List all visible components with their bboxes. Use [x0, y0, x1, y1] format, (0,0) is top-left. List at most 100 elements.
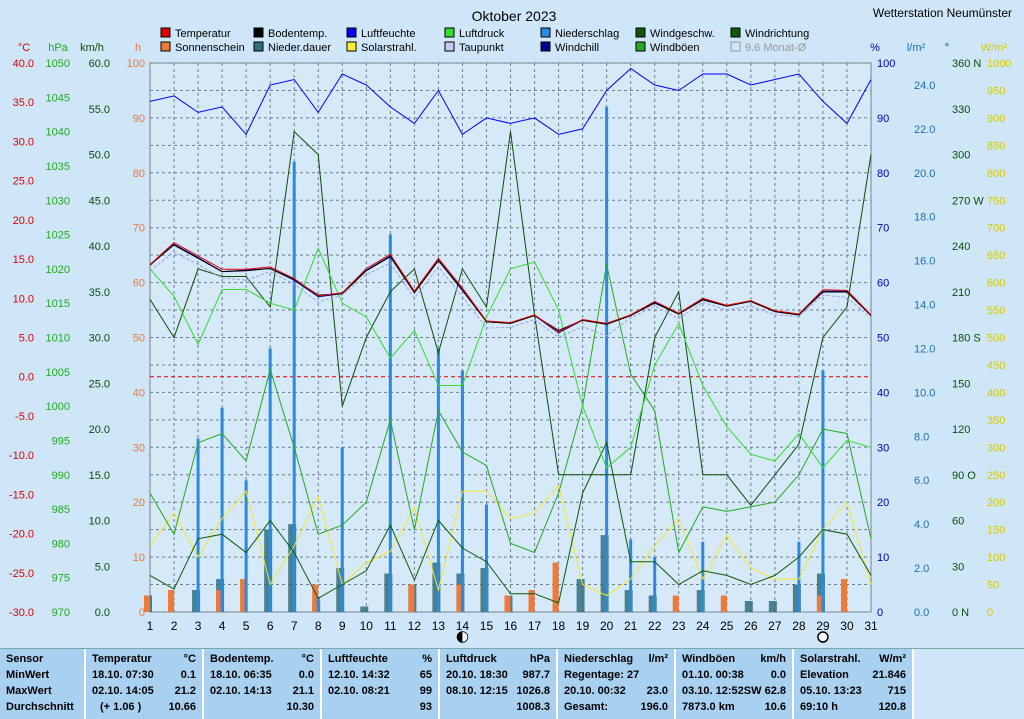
wind-tick-label: 40.0 [89, 241, 110, 253]
x-tick-label: 27 [768, 619, 782, 633]
x-tick-label: 23 [672, 619, 686, 633]
axis-unit-sunshine: h [135, 42, 141, 54]
pressure-tick-label: 995 [52, 435, 70, 447]
rain-tick-label: 14.0 [914, 300, 935, 312]
solar-tick-label: 450 [987, 360, 1005, 372]
legend-swatch [160, 41, 171, 52]
sunshine-tick-label: 30 [133, 442, 145, 454]
legend-label: Windrichtung [745, 28, 809, 40]
temp-tick-label: 35.0 [13, 97, 34, 109]
stat-gust-title: Windböen [682, 653, 736, 665]
x-tick-label: 12 [408, 619, 422, 633]
bar-sonnenschein [168, 590, 175, 612]
stats-luftdruck: Luftdruck hPa 20.10. 18:30 987.7 08.10. 12… [440, 649, 558, 719]
temp-tick-label: 25.0 [13, 176, 34, 188]
x-tick-label: 20 [600, 619, 614, 633]
x-tick-label: 10 [360, 619, 374, 633]
legend-swatch [253, 27, 264, 38]
x-tick-label: 16 [504, 619, 518, 633]
bar-niederdauer [336, 568, 345, 612]
pressure-tick-label: 975 [52, 573, 70, 585]
line-solarstrahl [149, 484, 872, 597]
sunshine-tick-label: 50 [133, 333, 145, 345]
stat-gust-max: 62.8 [764, 685, 786, 697]
x-tick-label: 5 [243, 619, 250, 633]
wind-tick-label: 5.0 [95, 561, 110, 573]
legend-swatch [346, 27, 357, 38]
bar-niederschlag [653, 557, 657, 612]
x-tick-label: 9 [339, 619, 346, 633]
stat-temp-max-date: 02.10. 14:05 [92, 685, 154, 697]
rain-tick-label: 18.0 [914, 212, 935, 224]
legend-label: Luftdruck [459, 28, 505, 40]
stat-boden-title: Bodentemp. [210, 653, 274, 665]
stat-press-min-date: 20.10. 18:30 [446, 669, 508, 681]
axis-unit-wind: km/h [80, 42, 104, 54]
stat-boden-unit: °C [301, 653, 314, 665]
stat-rain-total: 196.0 [640, 701, 668, 713]
legend-label: Sonnenschein [175, 42, 245, 54]
bar-sonnenschein [216, 590, 223, 612]
bar-niederschlag [292, 161, 296, 612]
x-tick-label: 3 [195, 619, 202, 633]
bar-sonnenschein [840, 579, 847, 612]
direction-tick-label: 180 S [952, 333, 981, 345]
stats-luftfeuchte: Luftfeuchte% 12.10. 14:32 65 02.10. 08:21… [322, 649, 440, 719]
sunshine-tick-label: 10 [133, 552, 145, 564]
x-tick-label: 29 [816, 619, 830, 633]
humidity-tick-label: 0 [877, 607, 883, 619]
pressure-tick-label: 1050 [46, 58, 70, 70]
bar-niederschlag [220, 407, 224, 612]
bar-sonnenschein [408, 584, 415, 612]
wind-tick-label: 35.0 [89, 287, 110, 299]
stats-solar: Solarstrahl. W/m² Elevation 21.846 05.10. … [794, 649, 914, 719]
chart-title: Oktober 2023 [472, 8, 557, 24]
pressure-tick-label: 980 [52, 538, 70, 550]
temp-tick-label: 40.0 [13, 58, 34, 70]
stat-min-label: MinWert [6, 669, 50, 681]
rain-tick-label: 12.0 [914, 343, 935, 355]
solar-tick-label: 650 [987, 250, 1005, 262]
temp-tick-label: -5.0 [15, 411, 34, 423]
pressure-tick-label: 1040 [46, 127, 70, 139]
stat-solar-title: Solarstrahl. [800, 653, 861, 665]
stat-gust-min-date: 01.10. 00:38 [682, 669, 744, 681]
humidity-tick-label: 20 [877, 497, 889, 509]
stat-sensor-label: Sensor [6, 653, 44, 665]
bar-niederschlag [244, 480, 248, 612]
rain-tick-label: 2.0 [914, 563, 929, 575]
stat-solar-max-date: 05.10. 13:23 [800, 685, 862, 697]
stat-solar-unit: W/m² [879, 653, 906, 665]
temp-tick-label: -10.0 [9, 450, 34, 462]
stat-boden-min-date: 18.10. 06:35 [210, 669, 272, 681]
direction-tick-label: 240 [952, 241, 970, 253]
stat-max-label: MaxWert [6, 685, 52, 697]
bar-niederdauer [360, 606, 369, 612]
solar-tick-label: 800 [987, 168, 1005, 180]
axis-labels: 40.035.030.025.020.015.010.05.00.0-5.0-1… [9, 42, 1011, 643]
x-tick-label: 14 [456, 619, 470, 633]
x-tick-label: 18 [552, 619, 566, 633]
bar-niederdauer [624, 590, 633, 612]
solar-tick-label: 200 [987, 497, 1005, 509]
pressure-tick-label: 990 [52, 470, 70, 482]
wind-tick-label: 15.0 [89, 470, 110, 482]
legend: Temperatur Bodentemp. Luftfeuchte Luftdruck… [160, 27, 809, 54]
x-tick-label: 2 [171, 619, 178, 633]
stat-press-min: 987.7 [522, 669, 550, 681]
stat-gust-unit: km/h [760, 653, 786, 665]
stat-temp-min-date: 18.10. 07:30 [92, 669, 154, 681]
sunshine-tick-label: 0 [139, 607, 145, 619]
stat-rain-title: Niederschlag [564, 653, 634, 665]
bar-sonnenschein [240, 579, 247, 612]
pressure-tick-label: 1005 [46, 367, 70, 379]
solar-tick-label: 50 [987, 580, 999, 592]
x-tick-label: 24 [696, 619, 710, 633]
bar-niederdauer [696, 590, 705, 612]
stat-hum-min-date: 12.10. 14:32 [328, 669, 390, 681]
axis-unit-solar: W/m² [981, 42, 1008, 54]
solar-tick-label: 550 [987, 305, 1005, 317]
bar-niederdauer [768, 601, 777, 612]
humidity-tick-label: 50 [877, 333, 889, 345]
stat-gust-max-date: 03.10. 12:52SW [682, 685, 762, 697]
